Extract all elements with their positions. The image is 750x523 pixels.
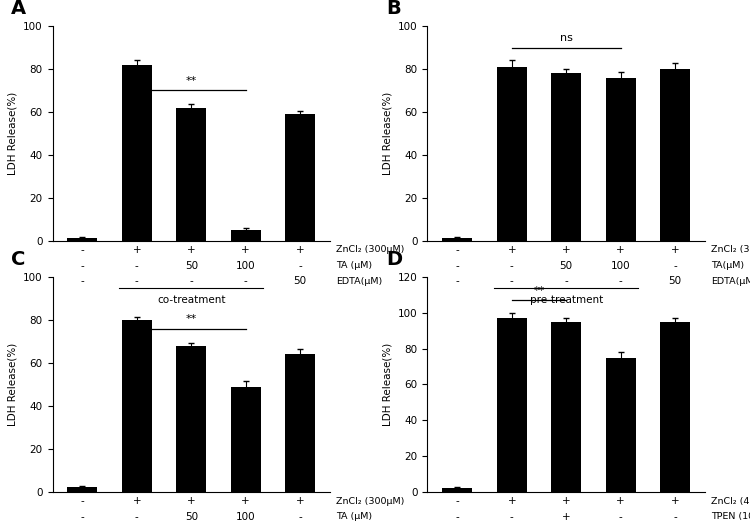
Text: 50: 50 [184, 260, 198, 271]
Text: +: + [562, 496, 571, 506]
Text: -: - [80, 260, 84, 271]
Bar [496, 67, 526, 241]
Text: TA(μM): TA(μM) [711, 261, 744, 270]
Bar [176, 108, 206, 241]
Text: +: + [187, 496, 196, 506]
Text: **: ** [533, 286, 544, 296]
Bar [551, 322, 581, 492]
Text: EDTA(μM): EDTA(μM) [336, 277, 382, 286]
Text: -: - [80, 276, 84, 287]
Bar [68, 238, 98, 241]
Text: -: - [135, 276, 139, 287]
Text: ZnCl₂ (300μM): ZnCl₂ (300μM) [711, 245, 750, 255]
Text: co-treatment: co-treatment [157, 295, 226, 305]
Text: ns: ns [560, 33, 573, 43]
Text: -: - [455, 276, 459, 287]
Text: +: + [562, 511, 571, 522]
Text: +: + [242, 496, 250, 506]
Text: -: - [135, 260, 139, 271]
Text: -: - [455, 496, 459, 506]
Text: 50: 50 [293, 276, 307, 287]
Text: -: - [455, 245, 459, 255]
Text: +: + [508, 496, 516, 506]
Bar [176, 346, 206, 492]
Text: -: - [189, 276, 194, 287]
Bar [442, 238, 472, 241]
Text: +: + [616, 496, 625, 506]
Text: **: ** [186, 76, 196, 86]
Y-axis label: LDH Release(%): LDH Release(%) [8, 92, 17, 175]
Text: C: C [11, 249, 26, 269]
Text: -: - [674, 260, 677, 271]
Bar [285, 355, 315, 492]
Text: -: - [455, 260, 459, 271]
Text: -: - [619, 276, 622, 287]
Text: ZnCl₂ (300μM): ZnCl₂ (300μM) [336, 245, 404, 255]
Text: **: ** [186, 314, 196, 324]
Bar [660, 322, 690, 492]
Text: -: - [244, 276, 248, 287]
Bar [122, 320, 152, 492]
Text: +: + [508, 245, 516, 255]
Text: D: D [386, 249, 402, 269]
Text: TA (μM): TA (μM) [336, 512, 372, 521]
Text: 50: 50 [668, 276, 682, 287]
Text: +: + [242, 245, 250, 255]
Text: 100: 100 [610, 260, 631, 271]
Text: 100: 100 [236, 511, 256, 522]
Text: +: + [296, 245, 304, 255]
Text: +: + [296, 496, 304, 506]
Text: B: B [386, 0, 400, 18]
Text: 50: 50 [560, 260, 573, 271]
Text: -: - [80, 496, 84, 506]
Text: -: - [135, 511, 139, 522]
Text: -: - [564, 276, 568, 287]
Text: +: + [670, 496, 680, 506]
Text: +: + [133, 496, 141, 506]
Bar [231, 386, 261, 492]
Text: A: A [11, 0, 26, 18]
Text: +: + [670, 245, 680, 255]
Text: +: + [562, 245, 571, 255]
Text: -: - [674, 511, 677, 522]
Text: -: - [510, 511, 514, 522]
Bar [231, 230, 261, 241]
Text: -: - [80, 511, 84, 522]
Text: 50: 50 [184, 511, 198, 522]
Text: EDTA(μM): EDTA(μM) [711, 277, 750, 286]
Text: pre-treatment: pre-treatment [530, 295, 603, 305]
Text: TA (μM): TA (μM) [336, 261, 372, 270]
Text: -: - [455, 511, 459, 522]
Bar [122, 65, 152, 241]
Text: +: + [133, 245, 141, 255]
Text: ZnCl₂ (40 μM): ZnCl₂ (40 μM) [711, 496, 750, 506]
Y-axis label: LDH Release(%): LDH Release(%) [382, 92, 392, 175]
Text: -: - [298, 511, 302, 522]
Text: -: - [298, 260, 302, 271]
Text: -: - [510, 276, 514, 287]
Text: -: - [510, 260, 514, 271]
Text: 100: 100 [236, 260, 256, 271]
Bar [660, 69, 690, 241]
Bar [496, 319, 526, 492]
Text: -: - [619, 511, 622, 522]
Text: TPEN (100 μM): TPEN (100 μM) [711, 512, 750, 521]
Bar [442, 488, 472, 492]
Y-axis label: LDH Release(%): LDH Release(%) [382, 343, 392, 426]
Text: ZnCl₂ (300μM): ZnCl₂ (300μM) [336, 496, 404, 506]
Bar [285, 114, 315, 241]
Y-axis label: LDH Release(%): LDH Release(%) [8, 343, 17, 426]
Bar [606, 77, 635, 241]
Text: +: + [187, 245, 196, 255]
Bar [68, 487, 98, 492]
Bar [551, 73, 581, 241]
Text: -: - [80, 245, 84, 255]
Text: +: + [616, 245, 625, 255]
Bar [606, 358, 635, 492]
